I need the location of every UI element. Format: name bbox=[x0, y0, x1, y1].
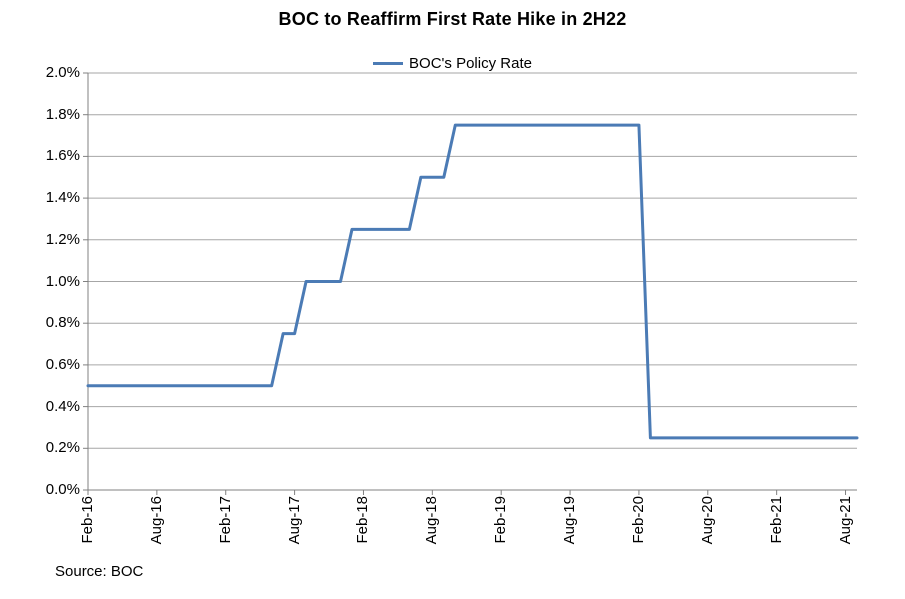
x-axis-label: Aug-16 bbox=[147, 496, 165, 545]
x-axis-label: Aug-19 bbox=[561, 496, 579, 545]
y-axis-label: 1.8% bbox=[45, 105, 80, 123]
x-axis-label: Feb-16 bbox=[79, 496, 96, 544]
legend: BOC's Policy Rate bbox=[0, 54, 905, 72]
y-axis-label: 0.8% bbox=[45, 314, 80, 332]
y-axis-label: 0.4% bbox=[45, 397, 80, 415]
x-axis-label: Feb-21 bbox=[767, 496, 785, 544]
y-axis-label: 0.6% bbox=[45, 355, 80, 373]
y-axis-label: 0.0% bbox=[45, 481, 80, 498]
legend-label: BOC's Policy Rate bbox=[409, 54, 532, 72]
policy-rate-line bbox=[86, 123, 859, 440]
x-axis-label: Feb-17 bbox=[216, 496, 234, 544]
y-axis-label: 0.2% bbox=[45, 439, 80, 457]
x-axis-label: Aug-18 bbox=[423, 496, 441, 545]
x-axis-label: Aug-20 bbox=[698, 496, 716, 545]
x-axis-label: Aug-17 bbox=[285, 496, 303, 545]
x-axis-label: Feb-18 bbox=[354, 496, 372, 544]
x-axis-label: Aug-21 bbox=[836, 496, 854, 545]
source-note: Source: BOC bbox=[55, 563, 144, 580]
y-axis-label: 1.6% bbox=[45, 147, 80, 165]
x-axis-label: Feb-20 bbox=[629, 496, 647, 544]
y-axis-label: 2.0% bbox=[45, 64, 80, 81]
y-axis-label: 1.2% bbox=[45, 230, 80, 248]
x-axis-label: Feb-19 bbox=[492, 496, 510, 544]
legend-line-swatch bbox=[373, 61, 404, 65]
chart-title: BOC to Reaffirm First Rate Hike in 2H22 bbox=[278, 9, 627, 29]
y-axis-label: 1.4% bbox=[45, 189, 80, 207]
y-axis-label: 1.0% bbox=[45, 272, 80, 290]
